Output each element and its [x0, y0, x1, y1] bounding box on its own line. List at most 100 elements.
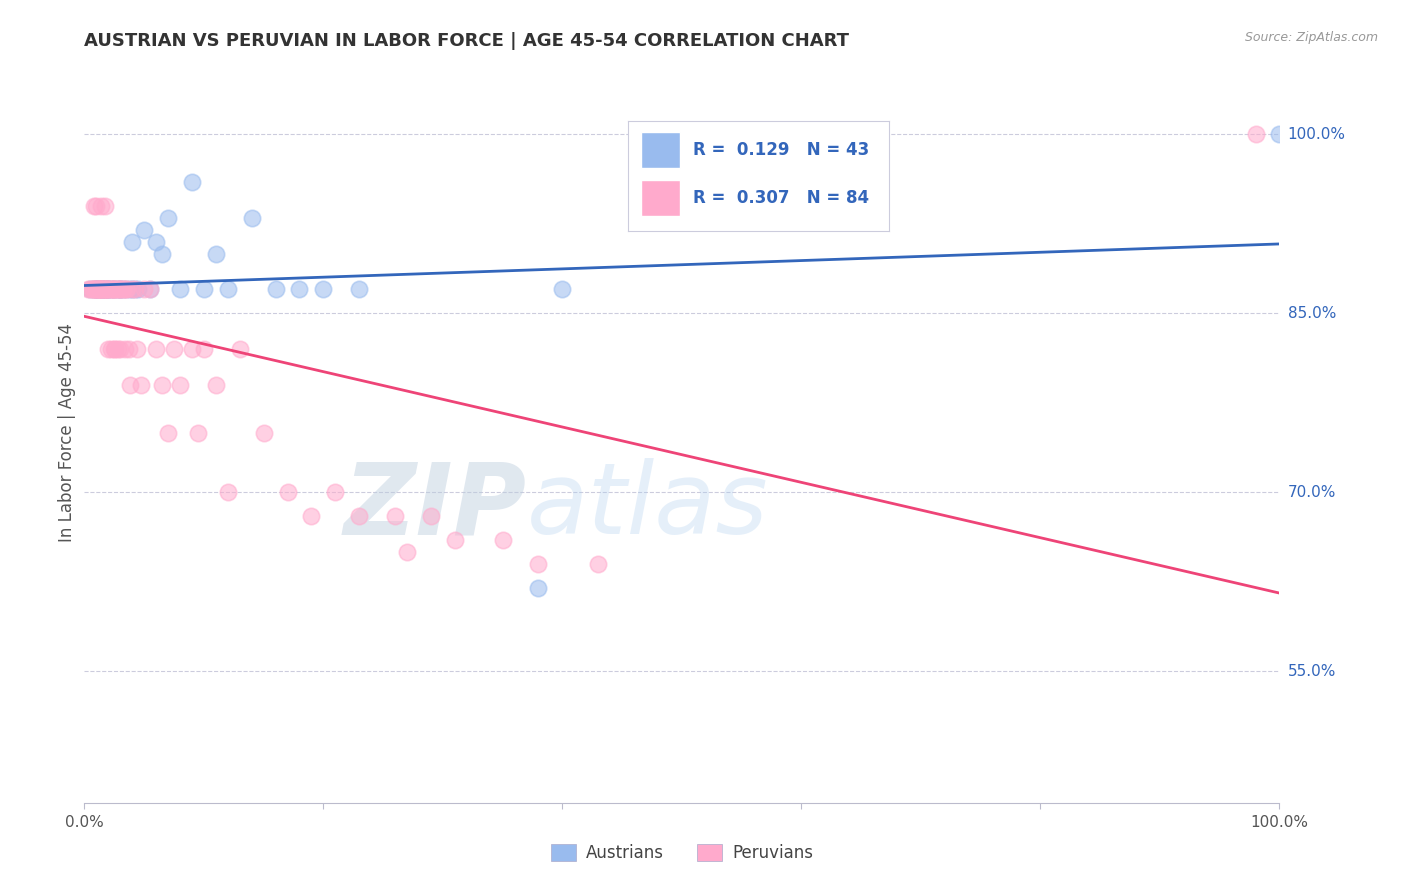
- Point: [1268, 127, 1291, 141]
- Point: [103, 282, 125, 296]
- Point: [90, 199, 112, 213]
- Point: [98, 282, 121, 296]
- Point: [86, 282, 108, 296]
- Point: [91, 282, 114, 296]
- Point: [396, 545, 419, 559]
- Point: [111, 282, 134, 296]
- Point: [83, 282, 105, 296]
- Point: [325, 485, 347, 500]
- Text: Source: ZipAtlas.com: Source: ZipAtlas.com: [1244, 31, 1378, 45]
- Point: [93, 199, 115, 213]
- Point: [94, 282, 117, 296]
- Point: [100, 282, 122, 296]
- Point: [93, 282, 115, 296]
- Point: [111, 282, 134, 296]
- Point: [91, 282, 114, 296]
- Point: [86, 282, 108, 296]
- Point: [87, 282, 110, 296]
- FancyBboxPatch shape: [641, 180, 681, 217]
- Text: AUSTRIAN VS PERUVIAN IN LABOR FORCE | AGE 45-54 CORRELATION CHART: AUSTRIAN VS PERUVIAN IN LABOR FORCE | AG…: [84, 32, 849, 50]
- Point: [129, 377, 152, 392]
- Point: [87, 282, 110, 296]
- Point: [157, 211, 180, 225]
- Point: [103, 342, 125, 356]
- Point: [108, 282, 131, 296]
- Point: [91, 282, 114, 296]
- Point: [312, 282, 335, 296]
- Point: [94, 282, 117, 296]
- Point: [100, 342, 122, 356]
- Point: [86, 282, 108, 296]
- Point: [115, 282, 138, 296]
- Point: [181, 342, 204, 356]
- Point: [118, 282, 141, 296]
- Point: [1244, 127, 1267, 141]
- Point: [217, 282, 239, 296]
- Point: [384, 509, 406, 524]
- Point: [101, 282, 124, 296]
- Point: [145, 342, 167, 356]
- Point: [492, 533, 515, 547]
- Point: [96, 282, 118, 296]
- Point: [112, 282, 135, 296]
- Point: [121, 282, 143, 296]
- Point: [121, 235, 143, 249]
- Point: [86, 282, 108, 296]
- Point: [349, 509, 371, 524]
- Point: [117, 282, 139, 296]
- Point: [588, 557, 610, 571]
- Point: [121, 282, 143, 296]
- Point: [104, 282, 127, 296]
- Point: [94, 282, 117, 296]
- Point: [107, 282, 129, 296]
- Point: [101, 282, 124, 296]
- Point: [187, 425, 209, 440]
- Point: [205, 377, 228, 392]
- Point: [79, 282, 101, 296]
- Point: [193, 282, 215, 296]
- Point: [349, 282, 371, 296]
- Point: [117, 342, 139, 356]
- Point: [97, 282, 120, 296]
- Point: [91, 282, 114, 296]
- Point: [114, 342, 136, 356]
- Point: [527, 557, 550, 571]
- Point: [110, 282, 132, 296]
- Point: [90, 282, 112, 296]
- Point: [288, 282, 311, 296]
- Point: [79, 282, 101, 296]
- Point: [264, 282, 287, 296]
- Point: [139, 282, 162, 296]
- Point: [139, 282, 162, 296]
- Point: [110, 282, 132, 296]
- Point: [169, 282, 191, 296]
- Point: [89, 282, 111, 296]
- Point: [527, 581, 550, 595]
- Point: [157, 425, 180, 440]
- Point: [94, 282, 117, 296]
- Legend: Austrians, Peruvians: Austrians, Peruvians: [544, 837, 820, 869]
- Point: [551, 282, 574, 296]
- Point: [105, 282, 128, 296]
- Point: [104, 342, 127, 356]
- Point: [86, 282, 108, 296]
- Point: [86, 199, 108, 213]
- Point: [181, 175, 204, 189]
- Point: [163, 342, 186, 356]
- Text: 70.0%: 70.0%: [1288, 485, 1336, 500]
- Point: [115, 282, 138, 296]
- Point: [132, 282, 156, 296]
- Point: [97, 282, 120, 296]
- Point: [118, 377, 141, 392]
- Point: [193, 342, 215, 356]
- Point: [277, 485, 299, 500]
- Point: [77, 282, 100, 296]
- Point: [150, 377, 173, 392]
- Point: [87, 282, 110, 296]
- Point: [91, 282, 114, 296]
- Point: [110, 282, 132, 296]
- Point: [301, 509, 323, 524]
- Point: [110, 282, 132, 296]
- Point: [125, 342, 148, 356]
- Point: [93, 282, 115, 296]
